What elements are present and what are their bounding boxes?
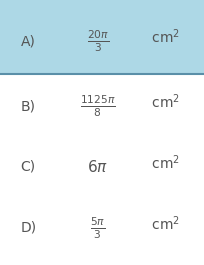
Text: C): C) (20, 160, 35, 174)
Text: D): D) (20, 221, 37, 235)
FancyBboxPatch shape (0, 0, 204, 74)
Text: A): A) (20, 34, 35, 48)
Text: cm$^2$: cm$^2$ (147, 28, 180, 46)
Text: $6\pi$: $6\pi$ (87, 159, 109, 175)
Text: $\frac{20\pi}{3}$: $\frac{20\pi}{3}$ (87, 28, 109, 54)
Text: $\frac{1125\pi}{8}$: $\frac{1125\pi}{8}$ (80, 93, 116, 119)
Text: cm$^2$: cm$^2$ (147, 154, 180, 172)
Text: cm$^2$: cm$^2$ (147, 93, 180, 111)
Text: $\frac{5\pi}{3}$: $\frac{5\pi}{3}$ (90, 215, 106, 241)
Text: B): B) (20, 99, 35, 113)
Text: cm$^2$: cm$^2$ (147, 215, 180, 233)
